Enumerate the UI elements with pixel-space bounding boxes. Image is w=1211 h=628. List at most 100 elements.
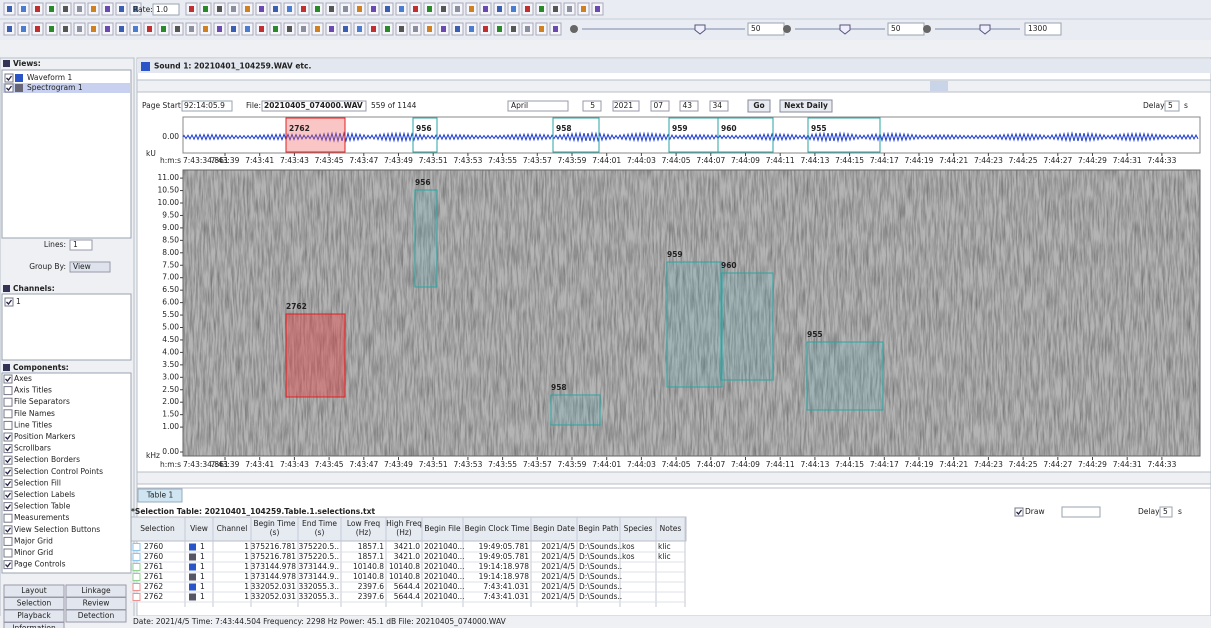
tool-glyph <box>161 26 166 32</box>
section-icon <box>3 60 10 67</box>
checkbox[interactable] <box>4 410 12 418</box>
tool-glyph <box>63 6 68 12</box>
waveform-unit: kU <box>146 149 156 158</box>
table-cell: 2021/4/5 <box>541 582 575 591</box>
table-tab-label[interactable]: Table 1 <box>146 491 174 500</box>
tool-glyph <box>329 6 334 12</box>
side-tab-label[interactable]: Linkage <box>81 586 111 595</box>
freq-tick-label: 3.50 <box>162 360 179 369</box>
checkbox[interactable] <box>5 84 13 92</box>
checkbox[interactable] <box>4 445 12 453</box>
time-tick-label: 7:44:27 <box>1043 156 1072 165</box>
table-cell: 2760 <box>144 542 163 551</box>
side-tab-label[interactable]: Selection <box>17 599 52 608</box>
table-cell: 19:49:05.781 <box>479 542 530 551</box>
tool-glyph <box>35 6 40 12</box>
table-cell: 373144.978 <box>251 562 297 571</box>
spectrogram-selection[interactable] <box>415 190 437 287</box>
tool-glyph <box>203 6 208 12</box>
checkbox[interactable] <box>5 298 13 306</box>
spectrogram-selection[interactable] <box>721 273 773 380</box>
time-tick-label: 7:43:55 <box>488 156 517 165</box>
side-tab-label[interactable]: Review <box>83 599 110 608</box>
column-header: Notes <box>660 524 682 533</box>
checkbox[interactable] <box>4 526 12 534</box>
tool-glyph <box>357 6 362 12</box>
checkbox[interactable] <box>5 74 13 82</box>
file: 20210405_074000.WAV <box>264 101 363 110</box>
tool-glyph <box>497 6 502 12</box>
table-cell: 1 <box>200 542 205 551</box>
table-cell: 5644.4 <box>394 582 420 591</box>
checkbox[interactable] <box>4 491 12 499</box>
checkbox[interactable] <box>4 503 12 511</box>
components-title: Components: <box>13 363 69 372</box>
next-daily[interactable]: Next Daily <box>784 101 828 110</box>
component-name: View Selection Buttons <box>14 525 100 534</box>
table-cell: 1 <box>200 582 205 591</box>
delay-label: Delay: <box>1143 101 1167 110</box>
view-icon <box>189 544 196 551</box>
table-cell: 7:43:41.031 <box>483 592 529 601</box>
slider-icon <box>923 25 931 33</box>
time-tick-label: 7:43:57 <box>523 460 552 469</box>
spectrogram-selection[interactable] <box>286 314 345 397</box>
spectrogram-selection[interactable] <box>667 262 722 387</box>
scrollbar[interactable] <box>137 472 1211 484</box>
spectrogram-selection[interactable] <box>807 342 883 410</box>
slider-value: 1300 <box>1028 24 1047 33</box>
go[interactable]: Go <box>753 101 764 110</box>
selection-label: 958 <box>551 383 567 392</box>
checkbox[interactable] <box>4 549 12 557</box>
side-tab-label[interactable]: Information <box>12 624 56 628</box>
view-icon <box>189 554 196 561</box>
tool-glyph <box>385 26 390 32</box>
table-cell: 2761 <box>144 562 163 571</box>
checkbox[interactable] <box>4 433 12 441</box>
side-tab-label[interactable]: Detection <box>78 611 115 620</box>
table-cell: 2021040... <box>424 562 465 571</box>
tool-glyph <box>455 6 460 12</box>
tool-glyph <box>49 26 54 32</box>
checkbox[interactable] <box>4 387 12 395</box>
checkbox[interactable] <box>4 514 12 522</box>
checkbox[interactable] <box>4 456 12 464</box>
tool-glyph <box>273 26 278 32</box>
checkbox[interactable] <box>4 398 12 406</box>
checkbox[interactable] <box>4 479 12 487</box>
checkbox[interactable] <box>4 375 12 383</box>
checkbox[interactable] <box>4 468 12 476</box>
table-cell: 2021040... <box>424 572 465 581</box>
time-tick-label: 7:43:39 <box>211 156 240 165</box>
lines-label: Lines: <box>44 240 66 249</box>
views-list <box>2 70 131 238</box>
spectrogram-selection[interactable] <box>551 395 600 425</box>
time-tick-label: 7:44:15 <box>835 460 864 469</box>
tool-glyph <box>553 26 558 32</box>
checkbox[interactable] <box>4 537 12 545</box>
tool-glyph <box>315 6 320 12</box>
component-name: Measurements <box>14 513 69 522</box>
checkbox[interactable] <box>4 561 12 569</box>
delay-unit: s <box>1184 101 1188 110</box>
slider-icon <box>783 25 791 33</box>
time-tick-label: 7:44:07 <box>696 460 725 469</box>
scrollbar[interactable] <box>137 80 1211 92</box>
table-cell: 2021/4/5 <box>541 552 575 561</box>
time-axis-title: h:m:s <box>160 156 181 165</box>
table-cell: 5644.4 <box>394 592 420 601</box>
time-tick-label: 7:43:45 <box>315 156 344 165</box>
freq-tick-label: 7.00 <box>162 273 179 282</box>
side-tab-label[interactable]: Layout <box>21 586 47 595</box>
scroll-thumb[interactable] <box>930 81 948 91</box>
side-tab-label[interactable]: Playback <box>17 611 51 620</box>
tool-glyph <box>245 6 250 12</box>
tool-glyph <box>483 26 488 32</box>
checkbox[interactable] <box>1015 508 1023 516</box>
column-header: (s) <box>270 528 280 537</box>
delay-label: Delay <box>1138 507 1160 516</box>
tool-glyph <box>21 6 26 12</box>
checkbox[interactable] <box>4 421 12 429</box>
table-cell: D:\Sounds.. <box>579 582 622 591</box>
selection-label: 2762 <box>286 302 307 311</box>
